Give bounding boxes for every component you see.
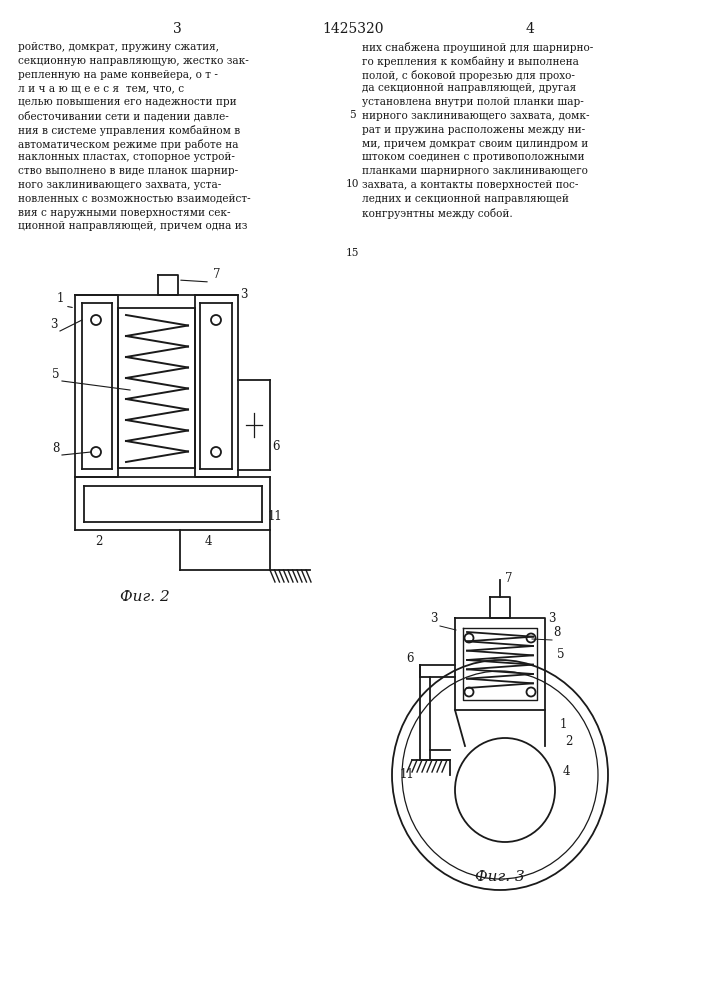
Text: них снабжена проушиной для шарнирно-: них снабжена проушиной для шарнирно-	[362, 42, 593, 53]
Text: л и ч а ю щ е е с я  тем, что, с: л и ч а ю щ е е с я тем, что, с	[18, 83, 184, 93]
Text: го крепления к комбайну и выполнена: го крепления к комбайну и выполнена	[362, 56, 579, 67]
Text: захвата, а контакты поверхностей пос-: захвата, а контакты поверхностей пос-	[362, 180, 578, 190]
Text: 7: 7	[505, 572, 513, 585]
Text: полой, с боковой прорезью для прохо-: полой, с боковой прорезью для прохо-	[362, 70, 575, 81]
Text: рат и пружина расположены между ни-: рат и пружина расположены между ни-	[362, 125, 585, 135]
Text: ство выполнено в виде планок шарнир-: ство выполнено в виде планок шарнир-	[18, 166, 238, 176]
Text: установлена внутри полой планки шар-: установлена внутри полой планки шар-	[362, 97, 584, 107]
Text: 1: 1	[57, 292, 64, 305]
Text: 3: 3	[50, 318, 57, 331]
Text: вия с наружными поверхностями сек-: вия с наружными поверхностями сек-	[18, 208, 230, 218]
Text: репленную на раме конвейера, о т -: репленную на раме конвейера, о т -	[18, 70, 218, 80]
Text: 5: 5	[349, 110, 356, 120]
Text: 11: 11	[400, 768, 415, 781]
Text: ледних и секционной направляющей: ледних и секционной направляющей	[362, 194, 569, 204]
Text: 3: 3	[430, 612, 438, 625]
Text: Фиг. 3: Фиг. 3	[475, 870, 525, 884]
Text: штоком соединен с противоположными: штоком соединен с противоположными	[362, 152, 585, 162]
Text: 4: 4	[205, 535, 213, 548]
Text: да секционной направляющей, другая: да секционной направляющей, другая	[362, 83, 576, 93]
Text: ройство, домкрат, пружину сжатия,: ройство, домкрат, пружину сжатия,	[18, 42, 219, 52]
Text: 5: 5	[557, 648, 564, 661]
Text: 5: 5	[52, 368, 59, 381]
Text: 4: 4	[563, 765, 571, 778]
Text: 7: 7	[213, 268, 221, 281]
Text: 3: 3	[240, 288, 247, 301]
Text: новленных с возможностью взаимодейст-: новленных с возможностью взаимодейст-	[18, 194, 250, 204]
Text: нирного заклинивающего захвата, домк-: нирного заклинивающего захвата, домк-	[362, 111, 590, 121]
Text: 2: 2	[565, 735, 573, 748]
Text: секционную направляющую, жестко зак-: секционную направляющую, жестко зак-	[18, 56, 249, 66]
Text: ния в системе управления комбайном в: ния в системе управления комбайном в	[18, 125, 240, 136]
Text: 6: 6	[272, 440, 279, 453]
Text: 4: 4	[525, 22, 534, 36]
Text: 8: 8	[52, 442, 59, 455]
Text: 1: 1	[560, 718, 568, 731]
Text: 2: 2	[95, 535, 103, 548]
Text: целью повышения его надежности при: целью повышения его надежности при	[18, 97, 237, 107]
Text: 15: 15	[345, 248, 358, 258]
Text: 10: 10	[345, 179, 358, 189]
Text: ционной направляющей, причем одна из: ционной направляющей, причем одна из	[18, 221, 247, 231]
Text: 3: 3	[548, 612, 556, 625]
Text: 6: 6	[406, 652, 414, 665]
Text: 8: 8	[553, 626, 561, 639]
Text: 11: 11	[268, 510, 283, 523]
Text: наклонных пластах, стопорное устрой-: наклонных пластах, стопорное устрой-	[18, 152, 235, 162]
Text: 3: 3	[173, 22, 182, 36]
Text: планками шарнирного заклинивающего: планками шарнирного заклинивающего	[362, 166, 588, 176]
Text: 1425320: 1425320	[322, 22, 384, 36]
Text: обесточивании сети и падении давле-: обесточивании сети и падении давле-	[18, 111, 229, 122]
Text: конгруэнтны между собой.: конгруэнтны между собой.	[362, 208, 513, 219]
Text: автоматическом режиме при работе на: автоматическом режиме при работе на	[18, 139, 238, 150]
Text: ного заклинивающего захвата, уста-: ного заклинивающего захвата, уста-	[18, 180, 221, 190]
Text: ми, причем домкрат своим цилиндром и: ми, причем домкрат своим цилиндром и	[362, 139, 588, 149]
Text: Фиг. 2: Фиг. 2	[120, 590, 170, 604]
